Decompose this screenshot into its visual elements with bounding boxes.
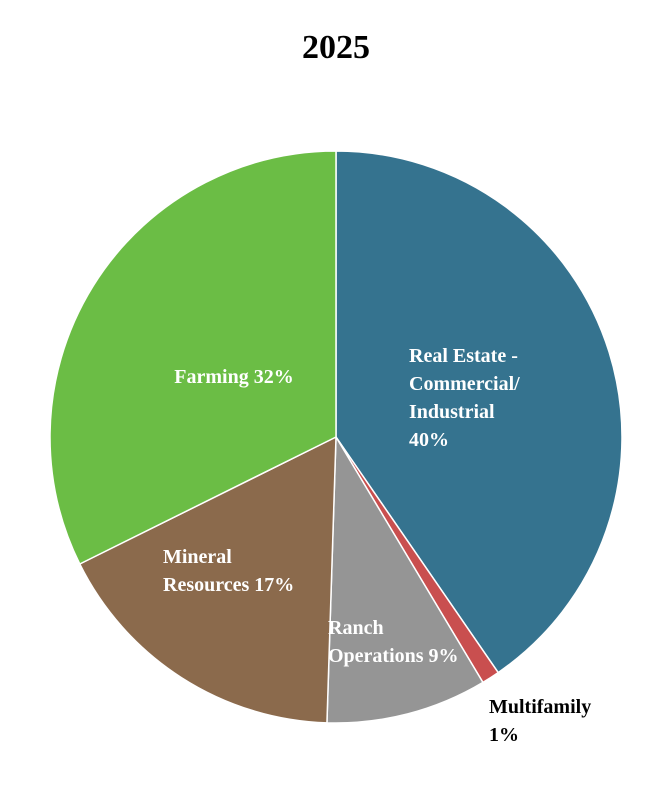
pie-slice-farming <box>49 150 337 565</box>
pie-slice-ranch-operations <box>326 436 484 724</box>
pie-slices <box>49 150 623 724</box>
pie-label-line: Operations 9% <box>328 645 459 667</box>
pie-label-line: Mineral <box>163 546 232 568</box>
pie-label-line: Ranch <box>328 617 384 639</box>
pie-label-multifamily: Multifamily 1% <box>489 696 591 746</box>
pie-label-real-estate-commercial-industrial: Real Estate - Commercial/Industrial 40% <box>409 345 520 451</box>
pie-label-line: Multifamily <box>489 696 591 718</box>
pie-labels: Real Estate - Commercial/Industrial 40% Mul… <box>163 345 591 746</box>
pie-label-ranch-operations: Ranch Operations 9% <box>328 617 459 667</box>
pie-slice-real-estate-commercial-industrial <box>335 150 623 674</box>
pie-label-line: Industrial <box>409 401 495 423</box>
chart-title: 2025 <box>302 29 370 66</box>
pie-label-line: Commercial/ <box>409 373 520 395</box>
pie-label-line: Farming 32% <box>174 366 293 388</box>
pie-slice-mineral-resources <box>79 436 337 724</box>
pie-label-farming: Farming 32% <box>174 366 293 388</box>
pie-label-line: Resources 17% <box>163 574 294 596</box>
pie-label-line: 1% <box>489 724 519 746</box>
pie-label-line: Real Estate - <box>409 345 518 367</box>
pie-label-mineral-resources: Mineral Resources 17% <box>163 546 294 596</box>
pie-label-line: 40% <box>409 429 449 451</box>
